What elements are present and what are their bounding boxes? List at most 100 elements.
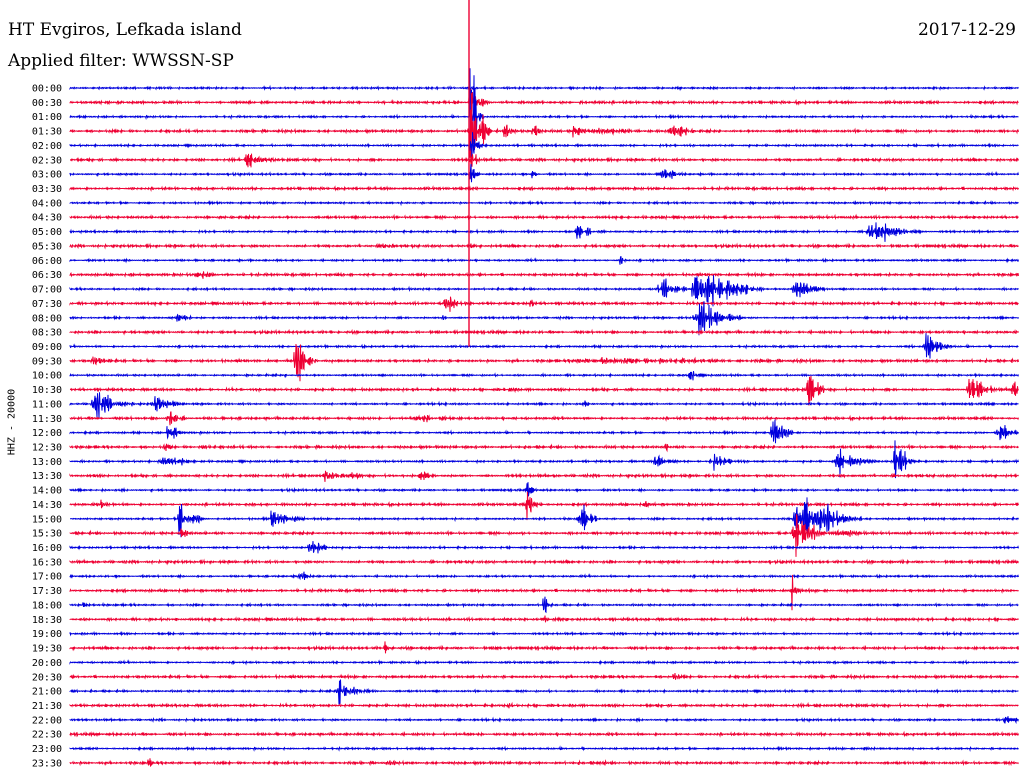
time-tick-label: 15:30 bbox=[32, 529, 62, 540]
time-tick-label: 12:00 bbox=[32, 428, 62, 439]
time-tick-label: 17:30 bbox=[32, 586, 62, 597]
seismic-trace bbox=[69, 574, 1019, 611]
seismic-trace bbox=[69, 440, 1019, 479]
time-tick-label: 04:00 bbox=[32, 198, 62, 209]
seismic-trace bbox=[69, 328, 1019, 336]
time-tick-label: 13:30 bbox=[32, 471, 62, 482]
seismic-trace bbox=[69, 615, 1019, 623]
seismic-trace bbox=[69, 673, 1019, 681]
time-tick-label: 16:30 bbox=[32, 557, 62, 568]
filter-label: Applied filter: WWSSN-SP bbox=[8, 51, 234, 71]
time-tick-label: 14:00 bbox=[32, 486, 62, 497]
time-tick-label: 23:00 bbox=[32, 744, 62, 755]
seismic-trace bbox=[69, 84, 1019, 92]
time-tick-label: 01:00 bbox=[32, 112, 62, 123]
seismic-trace bbox=[69, 68, 1019, 156]
time-tick-label: 08:30 bbox=[32, 328, 62, 339]
time-tick-label: 18:00 bbox=[32, 600, 62, 611]
time-tick-label: 17:00 bbox=[32, 572, 62, 583]
seismic-trace bbox=[69, 491, 1019, 521]
time-tick-label: 01:30 bbox=[32, 127, 62, 138]
seismic-trace bbox=[69, 371, 1019, 381]
time-tick-label: 03:00 bbox=[32, 170, 62, 181]
time-tick-label: 11:00 bbox=[32, 399, 62, 410]
seismic-trace bbox=[69, 375, 1019, 406]
seismic-trace bbox=[69, 541, 1019, 554]
time-tick-label: 19:30 bbox=[32, 644, 62, 655]
seismic-trace bbox=[69, 392, 1019, 419]
time-tick-label: 00:00 bbox=[32, 84, 62, 95]
time-tick-label: 21:00 bbox=[32, 687, 62, 698]
seismic-trace bbox=[70, 153, 1019, 168]
seismic-trace bbox=[69, 222, 1019, 242]
seismic-trace bbox=[69, 470, 1019, 482]
seismic-trace bbox=[69, 242, 1019, 250]
seismic-trace bbox=[69, 443, 1019, 453]
time-tick-label: 16:00 bbox=[32, 543, 62, 554]
time-tick-label: 03:30 bbox=[32, 184, 62, 195]
seismic-trace bbox=[69, 88, 1019, 116]
time-tick-label: 20:30 bbox=[32, 672, 62, 683]
time-tick-label: 05:00 bbox=[32, 227, 62, 238]
seismic-trace bbox=[69, 343, 1019, 382]
seismic-trace bbox=[69, 411, 1019, 426]
seismic-trace bbox=[69, 301, 1019, 336]
seismic-trace bbox=[69, 199, 1019, 207]
time-tick-label: 02:30 bbox=[32, 155, 62, 166]
time-tick-label: 22:30 bbox=[32, 730, 62, 741]
seismic-trace bbox=[69, 571, 1019, 581]
seismic-trace bbox=[69, 270, 1019, 279]
seismic-trace bbox=[69, 730, 1019, 738]
seismic-trace bbox=[69, 679, 1019, 706]
seismic-trace bbox=[69, 659, 1019, 666]
seismic-trace bbox=[69, 630, 1019, 637]
time-tick-label: 23:30 bbox=[32, 758, 62, 769]
time-tick-label: 19:00 bbox=[32, 629, 62, 640]
time-tick-label: 10:00 bbox=[32, 371, 62, 382]
time-tick-label: 07:30 bbox=[32, 299, 62, 310]
time-tick-label: 20:00 bbox=[32, 658, 62, 669]
time-tick-label: 11:30 bbox=[32, 414, 62, 425]
time-tick-label: 22:00 bbox=[32, 715, 62, 726]
time-tick-label: 02:00 bbox=[32, 141, 62, 152]
seismic-trace bbox=[69, 641, 1019, 654]
seismic-trace bbox=[69, 213, 1019, 221]
seismic-trace bbox=[69, 482, 1019, 497]
time-tick-label: 00:30 bbox=[32, 98, 62, 109]
time-tick-label: 09:00 bbox=[32, 342, 62, 353]
seismic-trace bbox=[69, 164, 1019, 183]
seismic-trace bbox=[69, 701, 1019, 709]
seismic-trace bbox=[69, 514, 1019, 557]
time-tick-label: 14:30 bbox=[32, 500, 62, 511]
time-tick-label: 18:30 bbox=[32, 615, 62, 626]
seismic-trace bbox=[69, 296, 1019, 312]
date-label: 2017-12-29 bbox=[917, 20, 1016, 40]
seismic-trace bbox=[69, 256, 1019, 265]
time-tick-label: 09:30 bbox=[32, 356, 62, 367]
time-tick-label: 08:00 bbox=[32, 313, 62, 324]
time-tick-label: 04:30 bbox=[32, 213, 62, 224]
time-tick-label: 05:30 bbox=[32, 241, 62, 252]
seismic-trace bbox=[69, 558, 1019, 566]
time-tick-label: 21:30 bbox=[32, 701, 62, 712]
time-tick-label: 13:00 bbox=[32, 457, 62, 468]
seismic-trace bbox=[69, 275, 1019, 307]
seismic-trace bbox=[69, 132, 1019, 163]
seismic-trace bbox=[69, 745, 1019, 752]
seismic-trace bbox=[69, 716, 1019, 725]
seismic-trace bbox=[69, 596, 1019, 614]
time-tick-label: 07:00 bbox=[32, 285, 62, 296]
seismic-trace bbox=[69, 185, 1019, 192]
time-tick-label: 06:00 bbox=[32, 256, 62, 267]
time-tick-label: 10:30 bbox=[32, 385, 62, 396]
seismic-trace bbox=[69, 758, 1019, 767]
time-tick-label: 15:00 bbox=[32, 514, 62, 525]
seismic-trace bbox=[69, 93, 1019, 179]
station-title: HT Evgiros, Lefkada island bbox=[8, 20, 242, 40]
seismic-trace bbox=[69, 419, 1019, 444]
time-tick-label: 06:30 bbox=[32, 270, 62, 281]
time-tick-label: 12:30 bbox=[32, 443, 62, 454]
seismic-trace bbox=[69, 333, 1019, 359]
